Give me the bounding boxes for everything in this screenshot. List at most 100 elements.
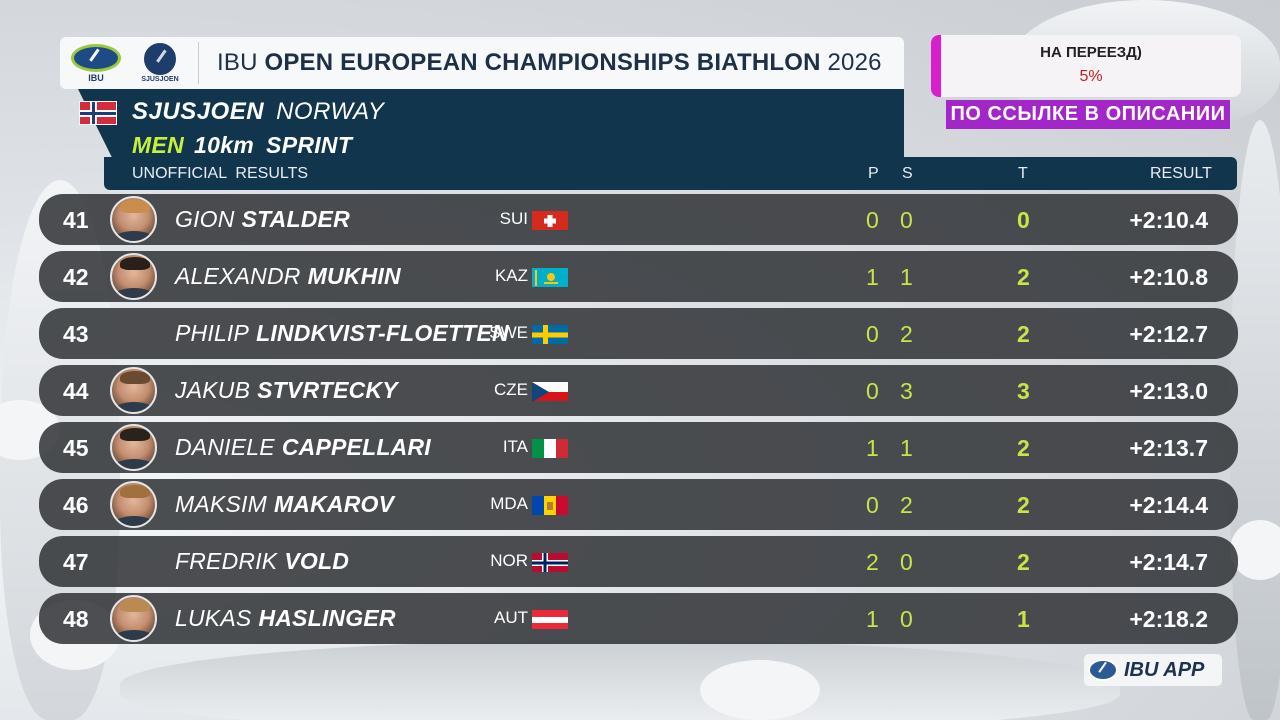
prone-misses: 0 [866,378,879,404]
first-name: GION [175,206,235,232]
avatar [110,196,157,243]
avatar [110,424,157,471]
col-header-total: T [1018,165,1028,182]
first-name: JAKUB [175,377,251,403]
first-name: LUKAS [175,605,252,631]
rank: 41 [63,207,89,233]
rank: 44 [63,378,89,404]
standing-misses: 0 [900,549,913,575]
promo-discount: 5% [1079,68,1103,85]
table-row: 46 MAKSIM MAKAROV MDA 0 2 2 +2:14.4 [39,479,1238,530]
prone-misses: 1 [866,435,879,461]
prone-misses: 1 [866,264,879,290]
standing-misses: 1 [900,264,913,290]
table-row: 47 FREDRIK VOLD NOR 2 0 2 +2:14.7 [39,536,1238,587]
title-year: 2026 [827,49,882,76]
nation-code: NOR [490,551,528,570]
first-name: ALEXANDR [175,263,301,289]
sweden-flag-icon [532,324,568,344]
nation-code: SUI [499,209,528,228]
total-misses: 3 [1017,378,1030,404]
table-row: 44 JAKUB STVRTECKY CZE 0 3 3 +2:13.0 [39,365,1238,416]
table-row: 45 DANIELE CAPPELLARI ITA 1 1 2 +2:13.7 [39,422,1238,473]
last-name: STVRTECKY [257,377,398,403]
total-misses: 2 [1017,549,1030,575]
standing-misses: 2 [900,321,913,347]
table-row: 48 LUKAS HASLINGER AUT 1 0 1 +2:18.2 [39,593,1238,644]
column-header-bar [104,157,1237,190]
standing-misses: 3 [900,378,913,404]
ibu-app-label: IBU APP [1124,658,1205,681]
rank: 48 [63,606,89,632]
col-header-result: RESULT [1150,165,1212,182]
time-behind: +2:14.7 [1129,549,1208,575]
total-misses: 2 [1017,492,1030,518]
standing-misses: 0 [900,606,913,632]
last-name: STALDER [241,206,350,232]
event-distance: 10km [194,132,255,158]
nation-code: KAZ [494,266,528,285]
nation-code: AUT [494,608,528,627]
col-header-standing: S [902,165,913,182]
header-bar: IBU SJUSJOEN IBU OPEN EUROPEAN CHAMPIONS… [60,37,904,89]
promo-link-strip[interactable]: ПО ССЫЛКЕ В ОПИСАНИИ [946,100,1230,129]
prone-misses: 0 [866,492,879,518]
first-name: FREDRIK [175,548,278,574]
athlete-name: DANIELE CAPPELLARI [175,434,431,461]
time-behind: +2:10.8 [1129,264,1208,290]
first-name: MAKSIM [175,491,267,517]
rank: 47 [63,549,89,575]
kazakhstan-flag-icon [532,267,568,287]
norway-flag-icon [532,552,568,572]
table-row: 42 ALEXANDR MUKHIN KAZ 1 1 2 +2:10.8 [39,251,1238,302]
avatar [110,367,157,414]
total-misses: 2 [1017,321,1030,347]
total-misses: 1 [1017,606,1030,632]
avatar [110,253,157,300]
austria-flag-icon [532,609,568,629]
standing-misses: 2 [900,492,913,518]
results-status: UNOFFICIAL RESULTS [132,165,309,182]
last-name: MAKAROV [273,491,395,517]
header-divider [198,42,199,84]
athlete-name: FREDRIK VOLD [175,548,349,575]
rank: 46 [63,492,89,518]
athlete-name: JAKUB STVRTECKY [175,377,398,404]
total-misses: 2 [1017,435,1030,461]
standing-misses: 0 [900,207,913,233]
time-behind: +2:10.4 [1129,207,1208,233]
athlete-name: ALEXANDR MUKHIN [175,263,401,290]
sjusjoen-logo-caption: SJUSJOEN [141,76,179,83]
event-discipline: SPRINT [266,132,353,158]
last-name: VOLD [284,548,350,574]
athlete-name: GION STALDER [175,206,350,233]
time-behind: +2:13.7 [1129,435,1208,461]
last-name: CAPPELLARI [281,434,431,460]
rank: 43 [63,321,89,347]
athlete-name: MAKSIM MAKAROV [175,491,394,518]
athlete-name: LUKAS HASLINGER [175,605,396,632]
prone-misses: 0 [866,321,879,347]
switzerland-flag-icon [532,210,568,230]
italy-flag-icon [532,438,568,458]
shooter-icon [144,43,176,75]
table-row: 43 PHILIP LINDKVIST-FLOETTEN SWE 0 2 2 +2… [39,308,1238,359]
prone-misses: 2 [866,549,879,575]
rank: 45 [63,435,89,461]
standing-misses: 1 [900,435,913,461]
title-prefix: IBU [217,49,258,76]
venue-name: SJUSJOEN [132,98,265,125]
prone-misses: 1 [866,606,879,632]
promo-text: НА ПЕРЕЕЗД) [1040,44,1142,61]
promo-banner[interactable]: НА ПЕРЕЕЗД) 5% [931,35,1241,97]
nation-code: SWE [489,323,528,342]
first-name: PHILIP [175,320,250,346]
last-name: LINDKVIST-FLOETTEN [256,320,509,346]
nation-code: ITA [502,437,528,456]
event-line: MEN 10km SPRINT [132,132,352,159]
event-gender: MEN [132,132,185,158]
venue-country: NORWAY [276,98,385,125]
prone-misses: 0 [866,207,879,233]
last-name: HASLINGER [258,605,396,631]
table-row: 41 GION STALDER SUI 0 0 0 +2:10.4 [39,194,1238,245]
